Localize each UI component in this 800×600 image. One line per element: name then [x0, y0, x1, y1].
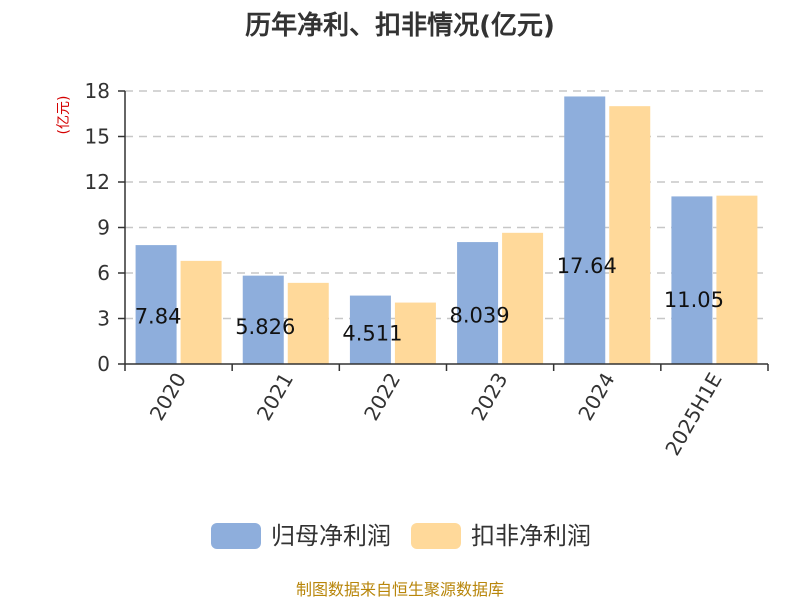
y-tick-label: 18	[85, 79, 110, 103]
y-tick-label: 15	[85, 125, 110, 149]
data-labels: 7.84 5.826 4.511 8.039 17.64 11.05	[135, 254, 724, 346]
bar-adjusted-net-profit	[502, 232, 544, 364]
legend-swatch	[211, 523, 261, 549]
data-label: 11.05	[664, 288, 724, 312]
bar-adjusted-net-profit	[716, 195, 758, 364]
chart-title: 历年净利、扣非情况(亿元)	[245, 10, 555, 41]
bar-net-profit	[671, 196, 713, 364]
source-note: 制图数据来自恒生聚源数据库	[296, 580, 504, 599]
legend-swatch	[411, 523, 461, 549]
x-tick-label: 2023	[466, 369, 512, 425]
legend-label: 归母净利润	[271, 522, 391, 550]
x-tick-label: 2025H1E	[660, 369, 726, 460]
x-tick-label: 2022	[359, 369, 405, 425]
bar-net-profit	[457, 242, 499, 364]
bar-adjusted-net-profit	[609, 106, 651, 365]
data-label: 7.84	[135, 305, 182, 329]
data-label: 17.64	[557, 254, 617, 278]
bar-adjusted-net-profit	[180, 260, 222, 364]
bar-adjusted-net-profit	[394, 302, 436, 364]
y-tick-label: 9	[97, 216, 110, 240]
y-tick-label: 6	[97, 261, 110, 285]
bar-net-profit	[564, 96, 606, 365]
y-tick-label: 0	[97, 352, 110, 376]
y-tick-label: 3	[97, 307, 110, 331]
x-tick-label: 2021	[252, 369, 298, 425]
bar-net-profit	[135, 245, 177, 364]
legend-label: 扣非净利润	[471, 522, 591, 550]
x-tick-label: 2020	[145, 369, 191, 425]
data-label: 4.511	[342, 322, 402, 346]
data-label: 5.826	[235, 315, 295, 339]
grid-lines	[125, 90, 768, 320]
legend-item-net-profit[interactable]: 归母净利润	[211, 522, 391, 550]
legend: 归母净利润 扣非净利润	[211, 522, 591, 550]
x-tick-label: 2024	[573, 369, 619, 425]
bar-net-profit	[242, 275, 284, 364]
y-axis-label: (亿元)	[56, 96, 72, 135]
legend-item-adjusted-net-profit[interactable]: 扣非净利润	[411, 522, 591, 550]
bar-adjusted-net-profit	[287, 282, 329, 364]
data-label: 8.039	[450, 304, 510, 328]
bar-net-profit	[349, 295, 391, 364]
y-tick-label: 12	[85, 170, 110, 194]
bars	[135, 96, 758, 365]
